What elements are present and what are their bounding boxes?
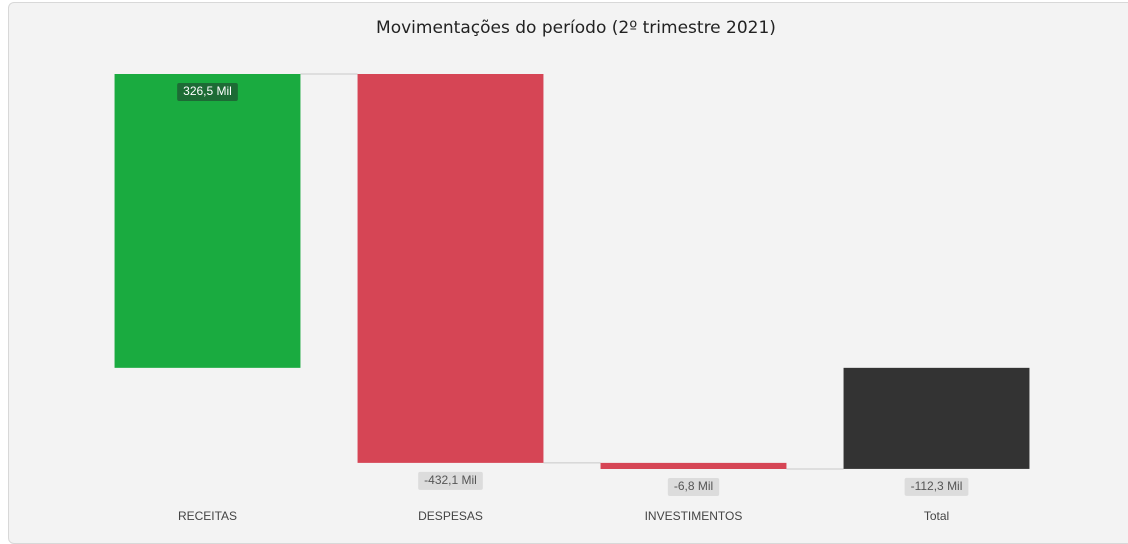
bar (600, 462, 787, 469)
x-tick-label: INVESTIMENTOS (645, 509, 743, 523)
bar (357, 74, 544, 463)
value-label: -6,8 Mil (674, 479, 713, 493)
x-tick-label: RECEITAS (178, 509, 237, 523)
value-label: -432,1 Mil (424, 473, 477, 487)
value-label-box (177, 83, 238, 101)
bar (114, 74, 301, 368)
bar (843, 367, 1030, 469)
chart: Movimentações do período (2º trimestre 2… (114, 18, 1030, 523)
chart-title: Movimentações do período (2º trimestre 2… (376, 18, 776, 38)
page: {"chart_data": {"type": "waterfall", "ti… (8, 2, 1128, 544)
value-label-box (667, 478, 720, 496)
value-label: -112,3 Mil (911, 479, 963, 493)
x-tick-label: Total (924, 509, 949, 523)
value-label: 326,5 Mil (183, 84, 232, 98)
value-label-box (904, 477, 969, 496)
value-label-box (418, 471, 483, 490)
x-tick-label: DESPESAS (418, 509, 483, 523)
